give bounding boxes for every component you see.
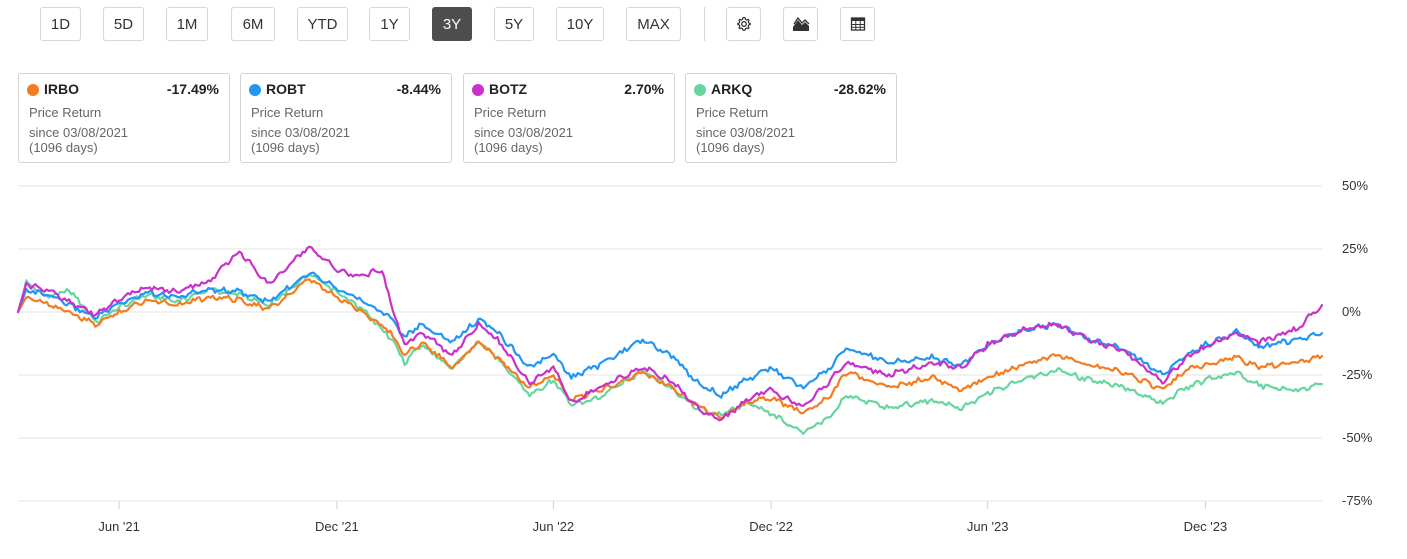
period-ytd-button[interactable]: YTD [297,7,348,41]
gear-icon [736,16,751,31]
y-tick-label: 0% [1342,304,1361,319]
x-tick-label: Jun '21 [98,519,140,534]
period-toolbar: 1D 5D 1M 6M YTD 1Y 3Y 5Y 10Y MAX [0,0,900,50]
table-view-button[interactable] [840,7,875,41]
card-since-date: since 03/08/2021 [474,125,574,140]
settings-button[interactable] [726,7,761,41]
period-3y-button[interactable]: 3Y [432,7,472,41]
y-tick-label: -75% [1342,493,1373,508]
series-color-dot [249,84,261,96]
legend-card-robt[interactable]: ROBT -8.44% Price Return since 03/08/202… [240,73,452,163]
y-tick-label: 25% [1342,241,1368,256]
period-6m-button[interactable]: 6M [231,7,275,41]
y-tick-label: -25% [1342,367,1373,382]
card-return-label: Price Return [696,105,769,120]
card-ticker: IRBO [44,81,79,97]
x-axis: Jun '21 Dec '21 Jun '22 Dec '22 Jun '23 Dec '… [98,501,1227,534]
card-return-label: Price Return [251,105,324,120]
card-return-value: 2.70% [624,81,664,97]
card-since-date: since 03/08/2021 [251,125,351,140]
legend-card-botz[interactable]: BOTZ 2.70% Price Return since 03/08/2021… [463,73,675,163]
toolbar-separator [704,7,705,41]
period-1m-button[interactable]: 1M [166,7,208,41]
card-day-count: (1096 days) [29,140,98,155]
table-icon [850,17,865,31]
x-tick-label: Dec '21 [315,519,359,534]
x-tick-label: Dec '22 [749,519,793,534]
y-axis: 50% 25% 0% -25% -50% -75% [1342,178,1373,508]
series-color-dot [27,84,39,96]
x-tick-label: Dec '23 [1184,519,1228,534]
period-max-button[interactable]: MAX [626,7,681,41]
series-line-botz[interactable] [16,245,1324,422]
card-return-value: -8.44% [396,81,441,97]
chart-type-button[interactable] [783,7,818,41]
series-color-dot [472,84,484,96]
series-lines [16,245,1324,435]
period-5d-button[interactable]: 5D [103,7,144,41]
card-return-value: -17.49% [166,81,219,97]
period-10y-button[interactable]: 10Y [556,7,604,41]
period-1y-button[interactable]: 1Y [369,7,410,41]
card-ticker: ARKQ [711,81,753,97]
legend-card-arkq[interactable]: ARKQ -28.62% Price Return since 03/08/20… [685,73,897,163]
card-return-label: Price Return [29,105,102,120]
card-return-value: -28.62% [833,81,886,97]
series-line-irbo[interactable] [16,278,1324,420]
series-line-arkq[interactable] [16,273,1324,435]
grid-lines [18,185,1322,502]
card-day-count: (1096 days) [251,140,320,155]
mountain-chart-icon [792,16,809,31]
legend-card-irbo[interactable]: IRBO -17.49% Price Return since 03/08/20… [18,73,230,163]
card-day-count: (1096 days) [696,140,765,155]
period-5y-button[interactable]: 5Y [494,7,534,41]
x-tick-label: Jun '23 [967,519,1009,534]
card-day-count: (1096 days) [474,140,543,155]
card-ticker: BOTZ [489,81,528,97]
card-return-label: Price Return [474,105,547,120]
price-return-chart[interactable]: Jun '21 Dec '21 Jun '22 Dec '22 Jun '23 Dec '… [0,170,1407,559]
card-since-date: since 03/08/2021 [696,125,796,140]
series-color-dot [694,84,706,96]
series-line-robt[interactable] [16,271,1324,399]
card-ticker: ROBT [266,81,306,97]
x-tick-label: Jun '22 [533,519,575,534]
period-1d-button[interactable]: 1D [40,7,81,41]
y-tick-label: 50% [1342,178,1368,193]
card-since-date: since 03/08/2021 [29,125,129,140]
y-tick-label: -50% [1342,430,1373,445]
